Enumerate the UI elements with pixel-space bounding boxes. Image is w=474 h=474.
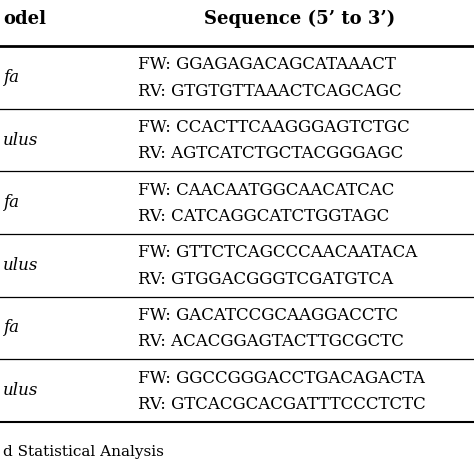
Text: FW: CCACTTCAAGGGAGTCTGC: FW: CCACTTCAAGGGAGTCTGC bbox=[138, 119, 410, 136]
Text: Sequence (5’ to 3’): Sequence (5’ to 3’) bbox=[204, 10, 396, 28]
Text: RV: GTGGACGGGTCGATGTCA: RV: GTGGACGGGTCGATGTCA bbox=[138, 271, 393, 288]
Text: FW: GACATCCGCAAGGACCTC: FW: GACATCCGCAAGGACCTC bbox=[138, 307, 398, 324]
Text: ulus: ulus bbox=[3, 257, 38, 274]
Text: RV: GTCACGCACGATTTCCCTCTC: RV: GTCACGCACGATTTCCCTCTC bbox=[138, 396, 426, 413]
Text: ulus: ulus bbox=[3, 382, 38, 399]
Text: d Statistical Analysis: d Statistical Analysis bbox=[3, 445, 164, 459]
Text: FW: GTTCTCAGCCCAACAATACA: FW: GTTCTCAGCCCAACAATACA bbox=[138, 244, 417, 261]
Text: RV: AGTCATCTGCTACGGGAGC: RV: AGTCATCTGCTACGGGAGC bbox=[138, 146, 403, 162]
Text: FW: GGAGAGACAGCATAAACT: FW: GGAGAGACAGCATAAACT bbox=[138, 56, 396, 73]
Text: fa: fa bbox=[3, 319, 19, 337]
Text: RV: ACACGGAGTACTTGCGCTC: RV: ACACGGAGTACTTGCGCTC bbox=[138, 333, 404, 350]
Text: ulus: ulus bbox=[3, 131, 38, 148]
Text: RV: GTGTGTTAAACTCAGCAGC: RV: GTGTGTTAAACTCAGCAGC bbox=[138, 82, 401, 100]
Text: FW: GGCCGGGACCTGACAGACTA: FW: GGCCGGGACCTGACAGACTA bbox=[138, 370, 425, 387]
Text: odel: odel bbox=[3, 10, 46, 28]
Text: fa: fa bbox=[3, 194, 19, 211]
Text: RV: CATCAGGCATCTGGTAGC: RV: CATCAGGCATCTGGTAGC bbox=[138, 208, 389, 225]
Text: FW: CAACAATGGCAACATCAC: FW: CAACAATGGCAACATCAC bbox=[138, 182, 394, 199]
Text: fa: fa bbox=[3, 69, 19, 86]
